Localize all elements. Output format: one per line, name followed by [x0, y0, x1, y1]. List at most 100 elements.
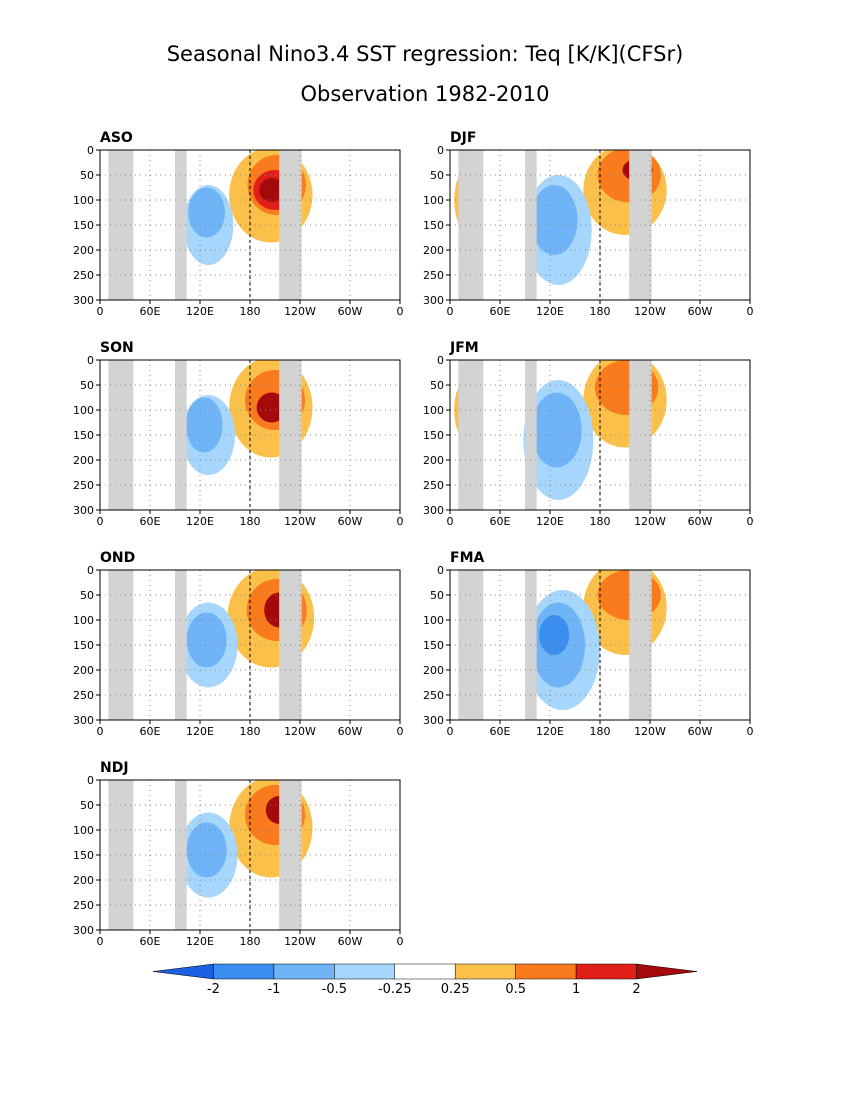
y-tick-label: 200 — [73, 664, 94, 677]
x-tick-label: 60W — [688, 515, 713, 528]
y-tick-label: 200 — [73, 454, 94, 467]
y-tick-label: 50 — [80, 589, 94, 602]
panel-label: JFM — [449, 340, 479, 356]
x-tick-label: 120E — [186, 725, 214, 738]
colorbar-segment — [575, 963, 637, 980]
panel-label: DJF — [450, 130, 476, 146]
panel-label: ASO — [100, 130, 133, 146]
y-tick-label: 250 — [423, 479, 444, 492]
x-tick-label: 120E — [186, 305, 214, 318]
panel-label: OND — [100, 550, 135, 566]
x-tick-label: 120W — [634, 515, 666, 528]
x-tick-label: 120W — [284, 515, 316, 528]
y-tick-label: 100 — [73, 824, 94, 837]
x-tick-label: 120E — [186, 515, 214, 528]
chart-title: Seasonal Nino3.4 SST regression: Teq [K/… — [167, 42, 684, 66]
y-tick-label: 250 — [73, 479, 94, 492]
y-tick-label: 150 — [73, 429, 94, 442]
contour-region — [188, 187, 226, 238]
panel-djf: DJF 0 60E 120E 180 120W 60W 0 0 50 100 150 200 250 300 — [423, 130, 754, 318]
x-tick-label: 0 — [747, 515, 754, 528]
contour-region — [186, 822, 227, 878]
y-tick-label: 200 — [423, 244, 444, 257]
x-tick-label: 0 — [447, 725, 454, 738]
x-tick-label: 120W — [284, 305, 316, 318]
x-tick-label: 0 — [97, 515, 104, 528]
y-tick-label: 300 — [423, 294, 444, 307]
colorbar-segment — [152, 963, 214, 980]
y-tick-label: 250 — [73, 269, 94, 282]
x-tick-label: 60E — [140, 305, 161, 318]
y-tick-label: 250 — [423, 269, 444, 282]
x-tick-label: 0 — [97, 935, 104, 948]
y-tick-label: 300 — [423, 714, 444, 727]
y-tick-label: 100 — [423, 194, 444, 207]
y-tick-label: 200 — [423, 664, 444, 677]
y-tick-label: 150 — [73, 639, 94, 652]
colorbar-label: -2 — [207, 982, 220, 997]
contour-region — [259, 178, 285, 202]
colorbar: -2 -1 -0.5 -0.25 0.25 0.5 1 2 — [152, 963, 698, 997]
x-tick-label: 120E — [186, 935, 214, 948]
panel-aso: ASO 0 60E 120E 180 120W 60W 0 0 50 100 150 200 250 300 — [73, 130, 404, 318]
x-tick-label: 0 — [747, 305, 754, 318]
y-tick-label: 100 — [423, 404, 444, 417]
panel-label: SON — [100, 340, 134, 356]
y-tick-label: 100 — [73, 194, 94, 207]
panel-jfm: JFM 0 60E 120E 180 120W 60W 0 0 50 100 150 200 250 300 — [423, 340, 754, 528]
panel-label: FMA — [450, 550, 484, 566]
colorbar-segment — [454, 963, 516, 980]
x-tick-label: 120W — [634, 305, 666, 318]
x-tick-label: 0 — [747, 725, 754, 738]
x-tick-label: 60E — [140, 515, 161, 528]
y-tick-label: 0 — [437, 354, 444, 367]
y-tick-label: 150 — [73, 219, 94, 232]
y-tick-label: 0 — [87, 564, 94, 577]
contour-region — [539, 615, 570, 655]
chart-subtitle: Observation 1982-2010 — [300, 82, 549, 106]
y-tick-label: 150 — [423, 219, 444, 232]
colorbar-label: 0.5 — [505, 982, 526, 997]
x-tick-label: 120W — [634, 725, 666, 738]
x-tick-label: 180 — [590, 725, 611, 738]
x-tick-label: 60W — [338, 515, 363, 528]
x-tick-label: 0 — [447, 515, 454, 528]
panel-ond: OND 0 60E 120E 180 120W 60W 0 0 50 100 150 200 250 300 — [73, 550, 404, 738]
x-tick-label: 180 — [240, 935, 261, 948]
y-tick-label: 150 — [73, 849, 94, 862]
x-tick-label: 0 — [397, 305, 404, 318]
colorbar-segment — [273, 963, 335, 980]
y-tick-label: 100 — [73, 614, 94, 627]
x-tick-label: 120W — [284, 935, 316, 948]
colorbar-segment — [636, 963, 698, 980]
y-tick-label: 300 — [423, 504, 444, 517]
contour-region — [530, 185, 578, 255]
colorbar-label: 0.25 — [441, 982, 470, 997]
y-tick-label: 200 — [423, 454, 444, 467]
x-tick-label: 60E — [490, 725, 511, 738]
colorbar-label: 1 — [572, 982, 580, 997]
y-tick-label: 50 — [80, 799, 94, 812]
x-tick-label: 120W — [284, 725, 316, 738]
y-tick-label: 100 — [423, 614, 444, 627]
x-tick-label: 0 — [397, 725, 404, 738]
y-tick-label: 50 — [430, 589, 444, 602]
x-tick-label: 60W — [338, 935, 363, 948]
y-tick-label: 250 — [73, 899, 94, 912]
y-tick-label: 0 — [87, 354, 94, 367]
x-tick-label: 0 — [97, 725, 104, 738]
y-tick-label: 200 — [73, 244, 94, 257]
x-tick-label: 60W — [688, 725, 713, 738]
x-tick-label: 0 — [447, 305, 454, 318]
panel-son: SON 0 60E 120E 180 120W 60W 0 0 50 100 150 200 250 300 — [73, 340, 404, 528]
colorbar-label: -0.25 — [378, 982, 412, 997]
colorbar-segment — [334, 963, 396, 980]
y-tick-label: 100 — [73, 404, 94, 417]
contour-region — [531, 392, 582, 468]
colorbar-segment — [515, 963, 577, 980]
colorbar-label: -0.5 — [322, 982, 347, 997]
x-tick-label: 60W — [338, 725, 363, 738]
colorbar-segment — [394, 963, 456, 980]
y-tick-label: 0 — [437, 144, 444, 157]
y-tick-label: 250 — [73, 689, 94, 702]
